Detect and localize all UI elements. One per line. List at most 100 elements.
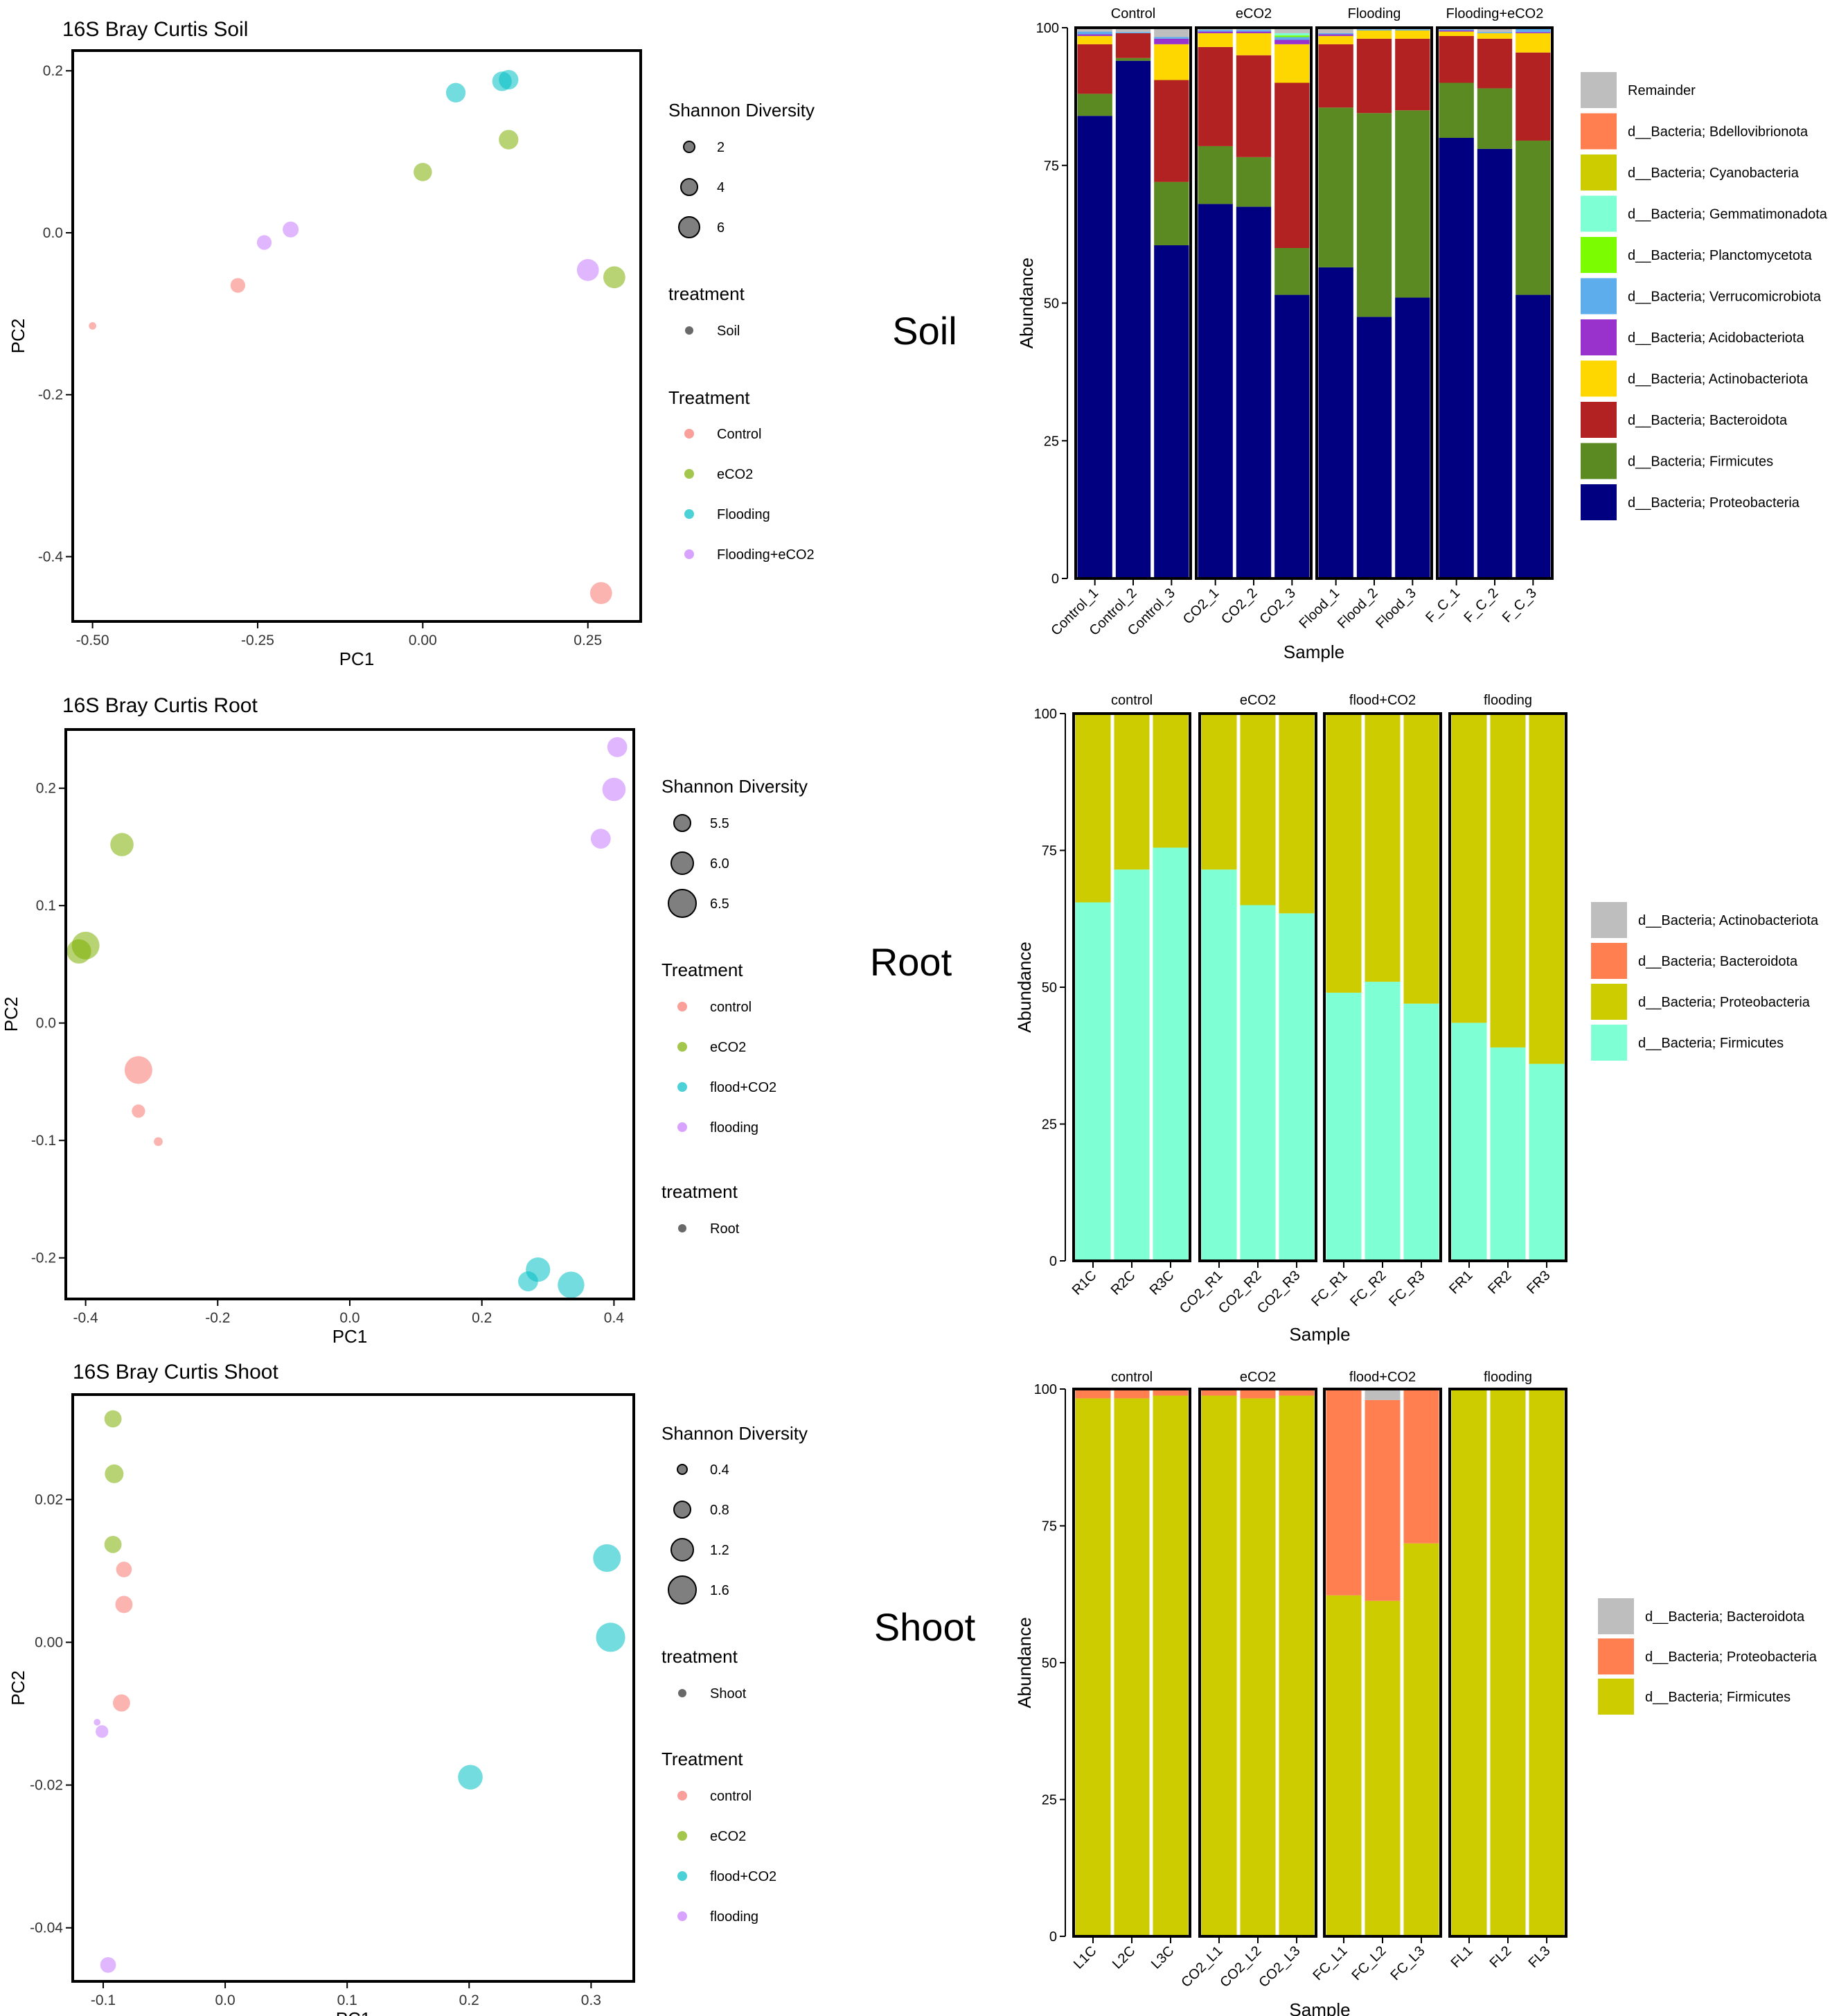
bar-segment (1198, 30, 1233, 32)
facet-strip-label: eCO2 (1240, 1370, 1276, 1385)
color-legend-label: control (710, 1789, 752, 1804)
plot-frame (71, 1393, 635, 1983)
bar-segment (1274, 37, 1310, 40)
legend-swatch (1581, 319, 1617, 355)
bar-segment (1516, 32, 1551, 33)
size-legend-title: Shannon Diversity (668, 100, 815, 121)
data-point (602, 777, 626, 802)
bar-segment (1236, 30, 1272, 32)
y-tick-label: 75 (1042, 1519, 1057, 1535)
bar-segment (1395, 110, 1430, 298)
facet-strip-label: eCO2 (1236, 6, 1272, 21)
y-tick-label: 100 (1034, 707, 1057, 722)
legend-swatch (1581, 360, 1617, 397)
size-legend-label: 5.5 (710, 816, 729, 831)
bar-segment (1516, 52, 1551, 141)
sample-label: FL2 (1487, 1943, 1515, 1971)
sample-label: FC_R2 (1347, 1268, 1389, 1309)
color-legend-title: Treatment (661, 960, 743, 980)
bar-segment (1529, 714, 1565, 1064)
bar-segment (1240, 1389, 1276, 1399)
size-legend-key (668, 889, 697, 918)
data-point (124, 1056, 152, 1084)
facet-strip-label: Control (1111, 6, 1155, 21)
y-axis-label: Abundance (1016, 258, 1037, 349)
legend-label: d__Bacteria; Acidobacteriota (1628, 330, 1804, 346)
legend-swatch (1591, 984, 1627, 1020)
sample-label: FR2 (1485, 1268, 1514, 1297)
color-legend-label: eCO2 (710, 1040, 746, 1055)
facet-strip-label: flooding (1484, 1370, 1532, 1385)
x-tick-label: -0.50 (76, 633, 109, 648)
y-tick-label: 50 (1042, 1656, 1057, 1671)
bar-segment (1274, 248, 1310, 295)
color-legend-title: Treatment (661, 1749, 743, 1769)
facet-frame (1198, 712, 1317, 1262)
y-tick-label: 50 (1042, 980, 1057, 996)
bar-segment (1403, 1389, 1439, 1544)
shape-legend-title: treatment (661, 1646, 738, 1667)
color-legend-key (684, 469, 694, 479)
color-legend-key (677, 1122, 687, 1132)
legend-swatch (1581, 72, 1617, 108)
bar-segment (1279, 1395, 1315, 1936)
y-tick-label: 0 (1051, 572, 1059, 587)
bar-segment (1236, 206, 1272, 578)
plot-title: 16S Bray Curtis Shoot (73, 1361, 278, 1383)
x-axis-label: Sample (1283, 642, 1344, 662)
bar-segment (1403, 714, 1439, 1004)
data-point (115, 1595, 133, 1613)
legend-swatch (1581, 113, 1617, 150)
x-tick-label: -0.4 (73, 1310, 99, 1326)
x-axis-label: PC1 (339, 648, 375, 669)
bar-segment (1240, 1398, 1276, 1936)
sample-label: R2C (1108, 1268, 1139, 1298)
color-legend-label: flooding (710, 1909, 758, 1925)
legend-swatch (1591, 902, 1627, 938)
bar-segment (1115, 60, 1151, 578)
size-legend-key (677, 1464, 688, 1475)
facet-frame (1072, 1388, 1191, 1938)
shape-legend-key (678, 1224, 686, 1232)
bar-segment (1077, 28, 1112, 32)
plot-title: 16S Bray Curtis Soil (62, 18, 248, 41)
sample-label: F_C_3 (1500, 585, 1540, 626)
bar-segment (1115, 32, 1151, 33)
bar-segment (1451, 1023, 1487, 1261)
size-legend-key (670, 1538, 694, 1562)
data-point (283, 221, 299, 238)
bar-segment (1395, 29, 1430, 30)
bar-segment (1326, 1389, 1362, 1595)
sample-label: L3C (1148, 1943, 1178, 1972)
bar-segment (1075, 1398, 1111, 1936)
bar-segment (1236, 33, 1272, 55)
facet-frame (1315, 26, 1433, 580)
legend-swatch (1591, 1025, 1627, 1061)
x-axis-label: PC1 (332, 1326, 368, 1347)
data-point (104, 1410, 122, 1428)
x-tick-label: -0.1 (91, 1992, 116, 2008)
y-tick-label: 75 (1044, 159, 1059, 174)
size-legend-label: 6.5 (710, 896, 729, 912)
size-legend-label: 6 (717, 220, 725, 236)
bar-segment (1154, 38, 1189, 44)
color-legend-label: flood+CO2 (710, 1869, 776, 1884)
bar-segment (1516, 140, 1551, 295)
legend-swatch (1581, 195, 1617, 232)
bar-segment (1356, 30, 1392, 39)
data-point (132, 1104, 145, 1118)
bar-segment (1236, 157, 1272, 207)
bar-segment (1153, 1389, 1189, 1396)
bar-segment (1451, 1389, 1487, 1936)
y-tick-label: -0.2 (38, 387, 63, 403)
bar-segment (1318, 107, 1353, 267)
y-tick-label: 100 (1034, 1382, 1057, 1397)
bar-segment (1201, 1389, 1237, 1396)
legend-swatch (1591, 943, 1627, 979)
bar-segment (1274, 82, 1310, 248)
legend-label: d__Bacteria; Bacteroidota (1628, 413, 1788, 428)
y-tick-label: 0 (1049, 1929, 1057, 1945)
x-tick-label: -0.2 (205, 1310, 230, 1326)
legend-label: d__Bacteria; Gemmatimonadota (1628, 207, 1828, 222)
bar-segment (1395, 297, 1430, 578)
